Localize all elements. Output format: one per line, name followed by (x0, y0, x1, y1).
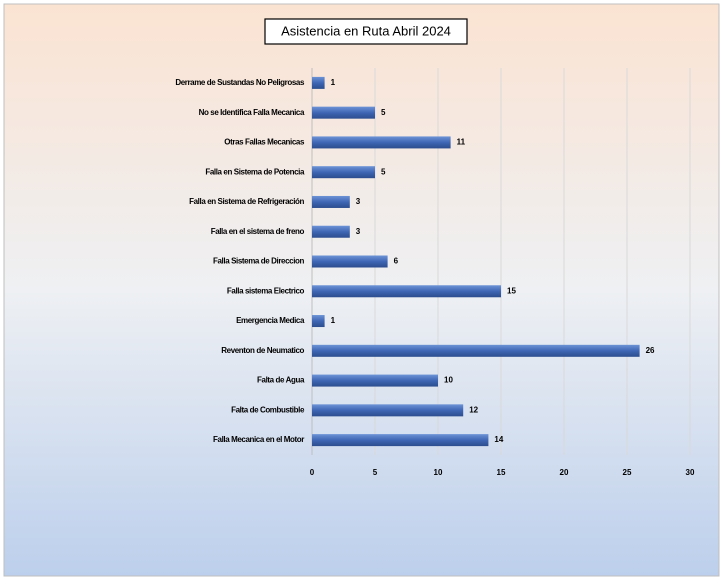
data-label: 5 (381, 108, 386, 117)
data-label: 5 (381, 167, 386, 176)
data-label: 6 (394, 257, 399, 266)
bar (312, 76, 325, 89)
data-label: 3 (356, 197, 361, 206)
y-tick-label: No se Identifica Falla Mecanica (199, 108, 305, 117)
bar (312, 195, 350, 208)
bar (312, 166, 375, 179)
bar (312, 106, 375, 119)
chart-title: Asistencia en Ruta Abril 2024 (281, 23, 451, 38)
y-tick-label: Falta de Agua (257, 376, 305, 385)
y-tick-label: Reventon de Neumatico (221, 346, 304, 355)
data-label: 26 (646, 346, 655, 355)
data-label: 11 (457, 138, 466, 147)
y-tick-label: Falta de Combustible (231, 405, 305, 414)
bar (312, 285, 501, 298)
x-tick-label: 25 (623, 468, 632, 477)
x-tick-label: 5 (373, 468, 378, 477)
y-tick-label: Otras Fallas Mecanicas (224, 138, 305, 147)
x-tick-label: 20 (560, 468, 569, 477)
data-label: 1 (331, 316, 336, 325)
y-tick-label: Falla Sistema de Direccion (213, 257, 304, 266)
x-tick-label: 30 (686, 468, 695, 477)
bar (312, 434, 489, 447)
bar (312, 315, 325, 328)
bar (312, 344, 640, 357)
x-tick-label: 0 (310, 468, 315, 477)
data-label: 1 (331, 78, 336, 87)
data-label: 3 (356, 227, 361, 236)
y-tick-label: Falla sistema Electrico (227, 286, 305, 295)
y-tick-label: Falla en el sistema de freno (211, 227, 305, 236)
y-tick-label: Emergencia Medica (236, 316, 305, 325)
bar (312, 136, 451, 149)
title-box (264, 18, 468, 45)
bar (312, 255, 388, 268)
data-label: 14 (494, 435, 503, 444)
bar (312, 404, 464, 417)
y-tick-label: Falla en Sistema de Refrigeración (189, 197, 304, 206)
x-tick-label: 15 (497, 468, 506, 477)
bar (312, 225, 350, 238)
data-label: 12 (469, 405, 478, 414)
x-tick-label: 10 (434, 468, 443, 477)
y-tick-label: Derrame de Sustandas No Peligrosas (175, 78, 305, 87)
bar (312, 374, 438, 387)
y-tick-label: Falla en Sistema de Potencia (205, 167, 305, 176)
data-label: 15 (507, 286, 516, 295)
data-label: 10 (444, 376, 453, 385)
y-tick-label: Falla Mecanica en el Motor (213, 435, 304, 444)
